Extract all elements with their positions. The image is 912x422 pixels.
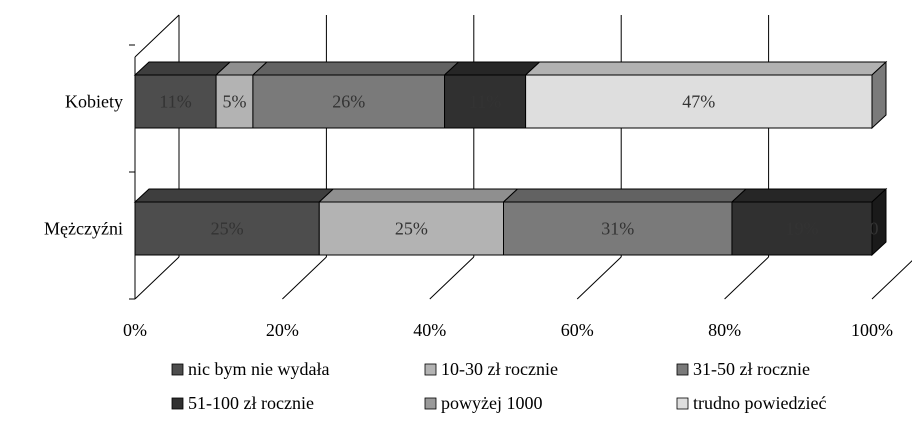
legend-swatch-2 [676, 363, 689, 376]
x-tick-label-2: 40% [413, 320, 446, 340]
left-wall-top [134, 14, 180, 58]
data-label-1-3: 19% [785, 219, 818, 239]
data-label-1-0: 25% [211, 219, 244, 239]
x-tick-label-5: 100% [851, 320, 893, 340]
bar-0-3 [444, 74, 527, 129]
category-label-1: Mężczyźni [44, 219, 123, 239]
bar-1-0 [134, 201, 320, 256]
data-label-0-3: 11% [469, 92, 501, 112]
bar-top-1-3 [730, 188, 888, 203]
bar-top-0-5 [524, 61, 888, 76]
floor-gridline-5 [871, 260, 912, 300]
legend-item-3: 51-100 zł rocznie [171, 393, 314, 413]
bar-side-1 [871, 187, 887, 257]
legend-swatch-1 [424, 363, 437, 376]
legend-item-1: 10-30 zł rocznie [424, 359, 558, 379]
floor-gridline-3 [576, 256, 622, 300]
x-tick-label-4: 80% [708, 320, 741, 340]
legend-label-1: 10-30 zł rocznie [441, 359, 558, 379]
bar-top-1-2 [502, 188, 748, 203]
legend: nic bym nie wydała 10-30 zł rocznie 31-50 … [171, 359, 826, 413]
legend-item-5: trudno powiedzieć [676, 393, 826, 413]
legend-item-2: 31-50 zł rocznie [676, 359, 810, 379]
legend-label-2: 31-50 zł rocznie [693, 359, 810, 379]
bar-0-1 [215, 74, 254, 129]
bar-1-3 [731, 201, 873, 256]
bar-1-2 [503, 201, 733, 256]
floor-gridline-0 [134, 256, 180, 300]
data-label-1-1: 25% [395, 219, 428, 239]
bar-top-0-2 [251, 61, 460, 76]
bar-side-0 [871, 60, 887, 130]
bar-top-1-0 [133, 188, 335, 203]
legend-label-0: nic bym nie wydała [188, 359, 329, 379]
legend-label-5: trudno powiedzieć [693, 393, 826, 413]
legend-label-3: 51-100 zł rocznie [188, 393, 314, 413]
data-labels: 11% 5% 26% 11% 47% 25% 25% 31% 19% 0 [159, 92, 878, 239]
legend-item-0: nic bym nie wydała [171, 359, 329, 379]
legend-swatch-4 [424, 397, 437, 410]
floor-gridline-2 [429, 256, 475, 300]
x-tick-label-0: 0% [123, 320, 147, 340]
legend-item-4: powyżej 1000 [424, 393, 542, 413]
floor-gridline-1 [282, 256, 327, 300]
grid-layer [134, 15, 912, 300]
legend-swatch-5 [676, 397, 689, 410]
bar-top-0-3 [443, 61, 541, 76]
bars-layer [133, 60, 888, 257]
legend-swatch-3 [171, 397, 184, 410]
data-label-0-5: 47% [682, 92, 715, 112]
bar-0-5 [525, 74, 873, 129]
x-tick-label-3: 60% [561, 320, 594, 340]
bar-top-1-1 [317, 188, 519, 203]
x-tick-label-1: 20% [266, 320, 299, 340]
data-label-1-2: 31% [601, 219, 634, 239]
data-label-1-4: 0 [870, 219, 879, 239]
bar-0-2 [252, 74, 446, 129]
floor-gridline-4 [724, 256, 769, 300]
legend-swatch-0 [171, 363, 184, 376]
bar-top-0-0 [133, 61, 232, 76]
data-label-0-1: 5% [222, 92, 246, 112]
legend-label-4: powyżej 1000 [441, 393, 542, 413]
data-label-0-0: 11% [159, 92, 191, 112]
axes: Kobiety Mężczyźni 0% 20% 40% 60% 80% 100% [44, 14, 893, 340]
category-label-0: Kobiety [65, 92, 123, 112]
bar-1-1 [318, 201, 504, 256]
data-label-0-2: 26% [332, 92, 365, 112]
